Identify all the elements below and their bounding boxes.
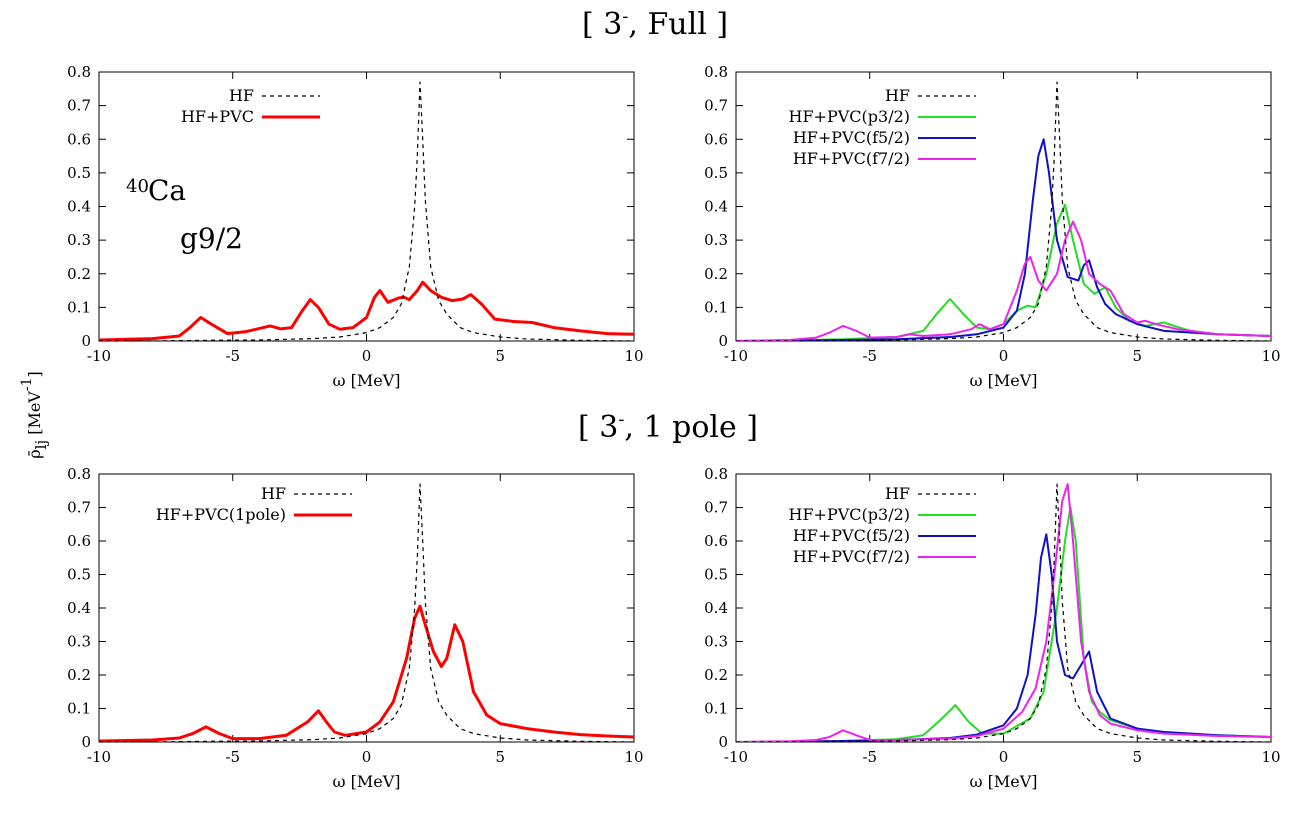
series-line-hf-pvc-f7-2- <box>736 483 1271 742</box>
x-tick-label: -10 <box>87 748 111 766</box>
x-tick-label: -10 <box>87 347 111 365</box>
legend-label: HF+PVC(f7/2) <box>793 547 910 566</box>
legend-label: HF+PVC(f7/2) <box>793 149 910 168</box>
legend-label: HF <box>229 86 254 105</box>
legend-label: HF+PVC(f5/2) <box>793 128 910 147</box>
x-tick-label: 5 <box>1132 748 1142 766</box>
x-tick-label: 5 <box>495 347 505 365</box>
section-title-1pole: [ 3-, 1 pole ] <box>578 409 758 445</box>
series-line-hf-pvc-1pole- <box>99 604 634 742</box>
panel-1pole-right: -10 -5 0 5 10 0 0.1 0.2 0.3 0.4 0.5 0.6 0.7 0.8 ω [MeV… <box>704 465 1280 791</box>
x-tick-label: 5 <box>495 748 505 766</box>
series-line-hf-pvc-p3-2- <box>736 506 1271 742</box>
x-tick-label: 10 <box>1261 748 1280 766</box>
y-tick-label: 0.8 <box>67 465 91 483</box>
y-tick-label: 0.6 <box>67 130 91 148</box>
x-tick-label: 10 <box>624 748 643 766</box>
y-tick-label: 0.2 <box>704 666 728 684</box>
y-tick-label: 0 <box>81 332 91 350</box>
y-tick-label: 0.4 <box>67 599 91 617</box>
y-tick-label: 0.5 <box>704 164 728 182</box>
x-tick-label: -5 <box>862 347 877 365</box>
y-tick-label: 0.7 <box>704 97 728 115</box>
series-line-hf-pvc-f5-2- <box>736 138 1271 341</box>
y-tick-label: 0.7 <box>67 499 91 517</box>
section-title-full: [ 3-, Full ] <box>582 6 728 42</box>
y-tick-label: 0.5 <box>67 566 91 584</box>
y-tick-label: 0.1 <box>67 298 91 316</box>
series-line-hf-pvc <box>99 280 634 341</box>
y-tick-label: 0.4 <box>704 599 728 617</box>
y-tick-label: 0.8 <box>67 63 91 81</box>
y-tick-label: 0.5 <box>704 566 728 584</box>
x-axis-label: ω [MeV] <box>969 371 1037 390</box>
panel-full-right: -10 -5 0 5 10 0 0.1 0.2 0.3 0.4 0.5 0.6 0.7 0.8 ω [MeV… <box>704 63 1280 390</box>
legend-label: HF <box>261 484 286 503</box>
x-tick-label: -5 <box>225 748 240 766</box>
x-tick-label: 0 <box>999 748 1009 766</box>
x-axis-label: ω [MeV] <box>332 772 400 791</box>
y-tick-label: 0.3 <box>67 231 91 249</box>
y-tick-label: 0 <box>718 733 728 751</box>
x-tick-label: -5 <box>862 748 877 766</box>
x-tick-label: 0 <box>999 347 1009 365</box>
legend-label: HF <box>885 484 910 503</box>
x-tick-label: 10 <box>624 347 643 365</box>
y-tick-label: 0.7 <box>67 97 91 115</box>
annotation-orbital: g9/2 <box>180 222 243 255</box>
x-tick-label: 0 <box>362 748 372 766</box>
y-axis-label: ρ̄lj [MeV-1] <box>19 371 50 458</box>
y-tick-label: 0.4 <box>67 198 91 216</box>
x-tick-label: -5 <box>225 347 240 365</box>
x-tick-label: -10 <box>724 347 748 365</box>
y-tick-label: 0.3 <box>704 231 728 249</box>
x-axis-label: ω [MeV] <box>969 772 1037 791</box>
y-tick-label: 0.2 <box>67 666 91 684</box>
y-tick-label: 0.6 <box>704 130 728 148</box>
legend-label: HF <box>885 86 910 105</box>
x-tick-label: -10 <box>724 748 748 766</box>
series-line-hf <box>736 483 1271 742</box>
y-tick-label: 0.2 <box>67 265 91 283</box>
panel-1pole-left: -10 -5 0 5 10 0 0.1 0.2 0.3 0.4 0.5 0.6 0.7 0.8 ω [MeV… <box>67 465 643 791</box>
legend-label: HF+PVC(p3/2) <box>789 107 911 126</box>
y-tick-label: 0.2 <box>704 265 728 283</box>
series-line-hf-pvc-f7-2- <box>736 220 1271 341</box>
y-tick-label: 0.1 <box>67 700 91 718</box>
y-tick-label: 0.1 <box>704 298 728 316</box>
x-tick-label: 5 <box>1132 347 1142 365</box>
legend-label: HF+PVC(1pole) <box>156 505 286 524</box>
panel-full-left: -10 -5 0 5 10 0 0.1 0.2 0.3 0.4 0.5 0.6 0.7 0.8 ω [MeV… <box>67 63 643 390</box>
legend-label: HF+PVC(p3/2) <box>789 505 911 524</box>
legend-label: HF+PVC <box>181 107 254 126</box>
y-tick-label: 0.1 <box>704 700 728 718</box>
y-tick-label: 0.3 <box>704 633 728 651</box>
x-tick-label: 10 <box>1261 347 1280 365</box>
series-line-hf <box>99 483 634 742</box>
y-tick-label: 0.7 <box>704 499 728 517</box>
y-tick-label: 0.8 <box>704 63 728 81</box>
y-tick-label: 0 <box>81 733 91 751</box>
legend-label: HF+PVC(f5/2) <box>793 526 910 545</box>
series-line-hf-pvc-p3-2- <box>736 203 1271 341</box>
y-tick-label: 0.6 <box>67 532 91 550</box>
y-tick-label: 0 <box>718 332 728 350</box>
annotation-element: Ca <box>148 174 186 207</box>
y-tick-label: 0.3 <box>67 633 91 651</box>
y-tick-label: 0.6 <box>704 532 728 550</box>
x-tick-label: 0 <box>362 347 372 365</box>
annotation-mass-number: 40 <box>126 176 149 197</box>
y-tick-label: 0.5 <box>67 164 91 182</box>
series-line-hf <box>99 81 634 341</box>
y-tick-label: 0.4 <box>704 198 728 216</box>
x-axis-label: ω [MeV] <box>332 371 400 390</box>
y-tick-label: 0.8 <box>704 465 728 483</box>
